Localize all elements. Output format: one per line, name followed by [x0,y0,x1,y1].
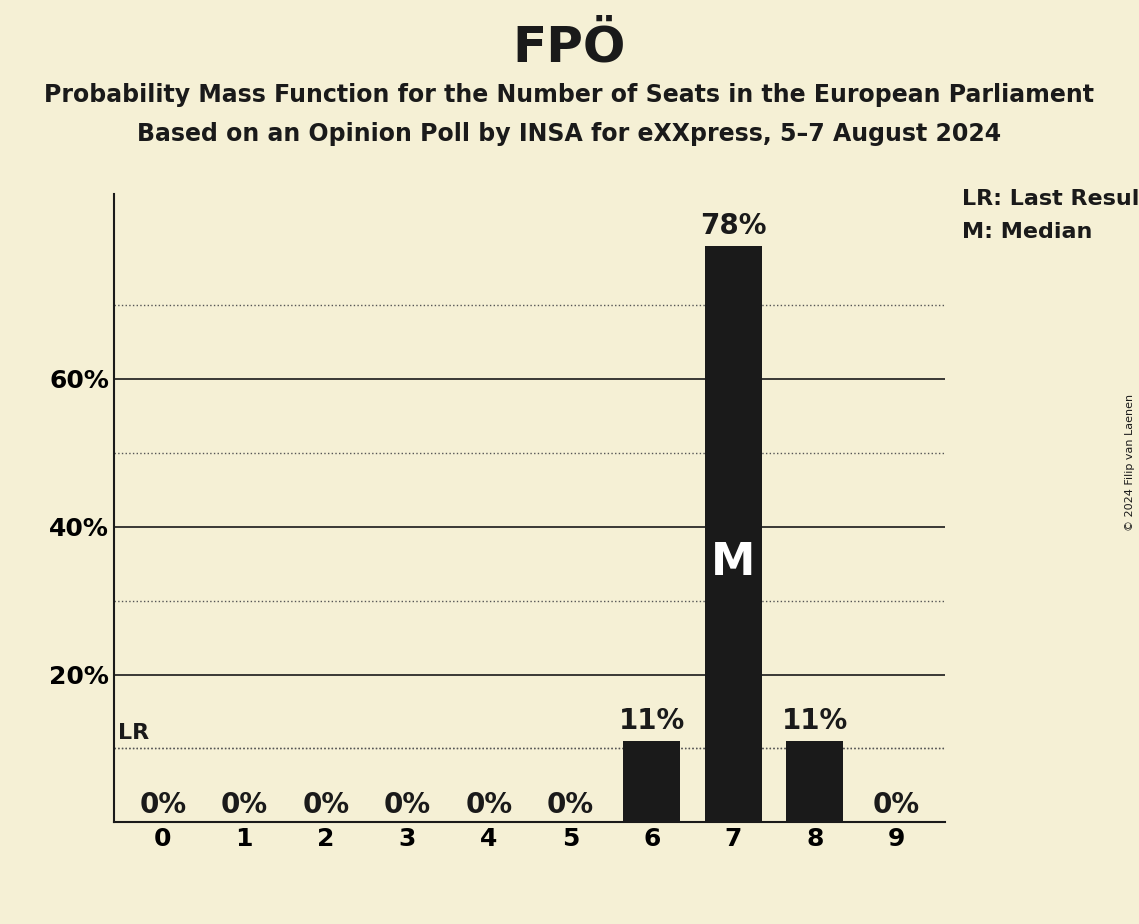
Text: Probability Mass Function for the Number of Seats in the European Parliament: Probability Mass Function for the Number… [44,83,1095,107]
Text: 78%: 78% [700,212,767,240]
Text: 0%: 0% [221,791,268,819]
Text: Based on an Opinion Poll by INSA for eXXpress, 5–7 August 2024: Based on an Opinion Poll by INSA for eXX… [138,122,1001,146]
Text: 0%: 0% [384,791,431,819]
Bar [705,246,762,822]
Text: 0%: 0% [872,791,920,819]
Bar [786,741,844,822]
Text: LR: Last Result: LR: Last Result [962,189,1139,210]
Text: LR: LR [118,723,149,743]
Bar [623,741,680,822]
Text: 11%: 11% [618,707,685,736]
Text: M: M [711,541,755,584]
Text: 0%: 0% [302,791,350,819]
Text: 0%: 0% [466,791,513,819]
Text: 0%: 0% [547,791,593,819]
Text: 0%: 0% [139,791,187,819]
Text: © 2024 Filip van Laenen: © 2024 Filip van Laenen [1125,394,1134,530]
Text: 11%: 11% [781,707,849,736]
Text: M: Median: M: Median [962,222,1092,242]
Text: FPÖ: FPÖ [513,23,626,71]
